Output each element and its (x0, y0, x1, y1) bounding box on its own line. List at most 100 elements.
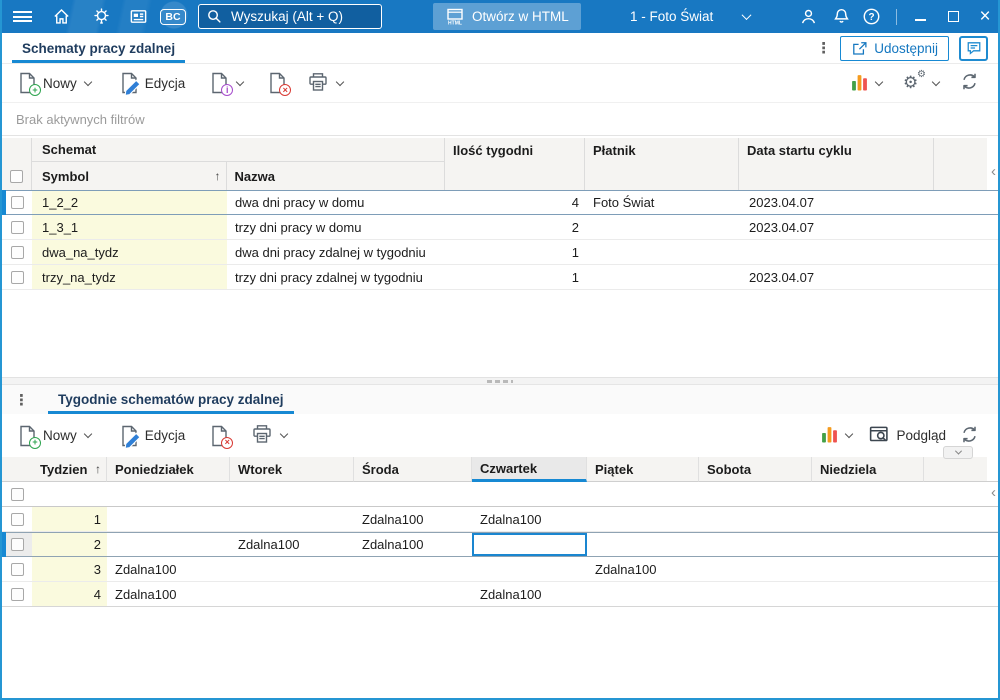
splitter-handle[interactable] (2, 377, 998, 385)
cell-piatek[interactable] (587, 533, 699, 556)
home-icon[interactable] (48, 0, 74, 33)
column-header-sobota[interactable]: Sobota (699, 457, 812, 482)
table-row[interactable]: 1 Zdalna100 Zdalna100 (2, 507, 998, 532)
cell-czwartek[interactable] (472, 557, 587, 581)
search-input[interactable] (229, 8, 374, 25)
cell-platnik[interactable]: Foto Świat (593, 195, 655, 210)
cell-symbol[interactable]: 1_2_2 (32, 191, 227, 214)
cell-poniedzialek[interactable]: Zdalna100 (115, 561, 177, 577)
cell-niedziela[interactable] (812, 507, 924, 531)
column-header-niedziela[interactable]: Niedziela (812, 457, 924, 482)
cell-sobota[interactable] (699, 582, 812, 606)
column-header-poniedzialek[interactable]: Poniedziałek (107, 457, 230, 482)
cell-poniedzialek[interactable] (107, 533, 230, 556)
cell-sobota[interactable] (699, 533, 812, 556)
settings-button[interactable]: ⚙ ⚙ (898, 69, 946, 97)
chart-view-button[interactable] (816, 421, 859, 450)
cell-data-startu[interactable]: 2023.04.07 (749, 269, 815, 285)
row-checkbox[interactable] (10, 245, 24, 259)
tab-tygodnie-schematow[interactable]: Tygodnie schematów pracy zdalnej (48, 385, 294, 414)
cell-symbol[interactable]: dwa_na_tydz (32, 240, 227, 264)
column-header-nazwa[interactable]: Nazwa (234, 168, 275, 184)
cell-symbol[interactable]: trzy_na_tydz (32, 265, 227, 289)
chart-view-button[interactable] (846, 69, 889, 98)
cell-platnik[interactable] (585, 265, 739, 289)
cell-symbol[interactable]: 1_3_1 (32, 215, 227, 239)
column-header-ilosc-tygodni[interactable]: Ilość tygodni (445, 138, 585, 190)
table-row[interactable]: 3 Zdalna100 Zdalna100 (2, 557, 998, 582)
refresh-button[interactable] (955, 68, 984, 98)
cell-nazwa[interactable]: dwa dni pracy w domu (235, 195, 365, 210)
new-button[interactable]: + Nowy (12, 68, 98, 98)
cell-sroda[interactable] (354, 582, 472, 606)
info-document-button[interactable]: i (204, 68, 250, 98)
column-header-platnik[interactable]: Płatnik (585, 138, 739, 190)
help-icon[interactable] (858, 0, 884, 33)
collapse-panel-icon[interactable]: ‹ (991, 484, 996, 501)
column-header-data-startu[interactable]: Data startu cyklu (739, 138, 934, 190)
open-in-html-button[interactable]: Otwórz w HTML (433, 3, 581, 30)
delete-document-button[interactable]: × (262, 68, 292, 98)
cell-sroda[interactable]: Zdalna100 (362, 511, 424, 527)
cell-czwartek[interactable]: Zdalna100 (480, 586, 542, 602)
select-all-checkbox[interactable] (10, 487, 24, 501)
cell-platnik[interactable] (585, 215, 739, 239)
cell-sobota[interactable] (699, 507, 812, 531)
bc-badge-icon[interactable]: BC (158, 0, 188, 33)
cell-tydzien[interactable]: 1 (32, 507, 107, 531)
cell-niedziela[interactable] (812, 533, 924, 556)
cell-wtorek[interactable]: Zdalna100 (238, 537, 300, 552)
column-header-czwartek[interactable]: Czwartek (472, 457, 587, 482)
cell-nazwa[interactable]: trzy dni pracy w domu (235, 219, 362, 235)
cell-ilosc[interactable]: 4 (571, 195, 579, 210)
cell-niedziela[interactable] (812, 582, 924, 606)
table-row[interactable]: 1_3_1 trzy dni pracy w domu 2 2023.04.07 (2, 215, 998, 240)
column-header-wtorek[interactable]: Wtorek (230, 457, 354, 482)
delete-document-button[interactable]: × (204, 421, 234, 451)
cell-wtorek[interactable] (230, 507, 354, 531)
print-button[interactable] (302, 68, 350, 99)
cell-nazwa[interactable]: dwa dni pracy zdalnej w tygodniu (235, 244, 426, 260)
cell-czwartek[interactable]: Zdalna100 (480, 511, 542, 527)
edit-button[interactable]: Edycja (114, 421, 191, 451)
column-header-tydzien[interactable]: Tydzien ↑ (32, 457, 107, 482)
table-row[interactable]: dwa_na_tydz dwa dni pracy zdalnej w tygo… (2, 240, 998, 265)
share-button[interactable]: Udostępnij (840, 35, 949, 61)
new-button[interactable]: + Nowy (12, 421, 98, 451)
cell-tydzien[interactable]: 2 (32, 533, 107, 556)
cell-data-startu[interactable]: 2023.04.07 (749, 219, 815, 235)
cell-sobota[interactable] (699, 557, 812, 581)
print-button[interactable] (246, 420, 294, 451)
cell-data-startu[interactable] (739, 240, 934, 264)
cell-wtorek[interactable] (230, 557, 354, 581)
row-checkbox[interactable] (10, 270, 24, 284)
global-search[interactable] (198, 4, 382, 29)
row-checkbox[interactable] (10, 538, 24, 551)
cell-ilosc[interactable]: 2 (571, 219, 579, 235)
preview-button[interactable]: Podgląd (868, 424, 946, 447)
cell-czwartek-focused[interactable] (472, 533, 587, 556)
table-row[interactable]: 1_2_2 dwa dni pracy w domu 4 Foto Świat … (2, 190, 998, 215)
table-row[interactable]: trzy_na_tydz trzy dni pracy zdalnej w ty… (2, 265, 998, 290)
table-row[interactable]: 4 Zdalna100 Zdalna100 (2, 582, 998, 607)
select-all-checkbox[interactable] (10, 170, 23, 183)
cell-piatek[interactable] (587, 507, 699, 531)
maximize-button[interactable] (941, 0, 965, 33)
kebab-menu-icon[interactable]: ⋮ (816, 40, 832, 57)
row-checkbox[interactable] (10, 196, 24, 209)
kebab-menu-icon[interactable]: ⋮ (14, 391, 29, 409)
tab-schematy-pracy-zdalnej[interactable]: Schematy pracy zdalnej (12, 33, 186, 63)
row-checkbox[interactable] (10, 512, 24, 526)
cell-wtorek[interactable] (230, 582, 354, 606)
column-header-schemat[interactable]: Schemat (32, 138, 444, 162)
company-selector[interactable]: 1 - Foto Świat (630, 0, 752, 33)
cell-piatek[interactable] (587, 582, 699, 606)
cell-ilosc[interactable]: 1 (571, 244, 579, 260)
lightbulb-icon[interactable] (88, 0, 114, 33)
cell-poniedzialek[interactable]: Zdalna100 (115, 586, 177, 602)
cell-platnik[interactable] (585, 240, 739, 264)
bell-icon[interactable] (828, 0, 854, 33)
collapse-panel-icon[interactable]: ‹ (991, 163, 996, 180)
edit-button[interactable]: Edycja (114, 68, 191, 98)
cell-niedziela[interactable] (812, 557, 924, 581)
